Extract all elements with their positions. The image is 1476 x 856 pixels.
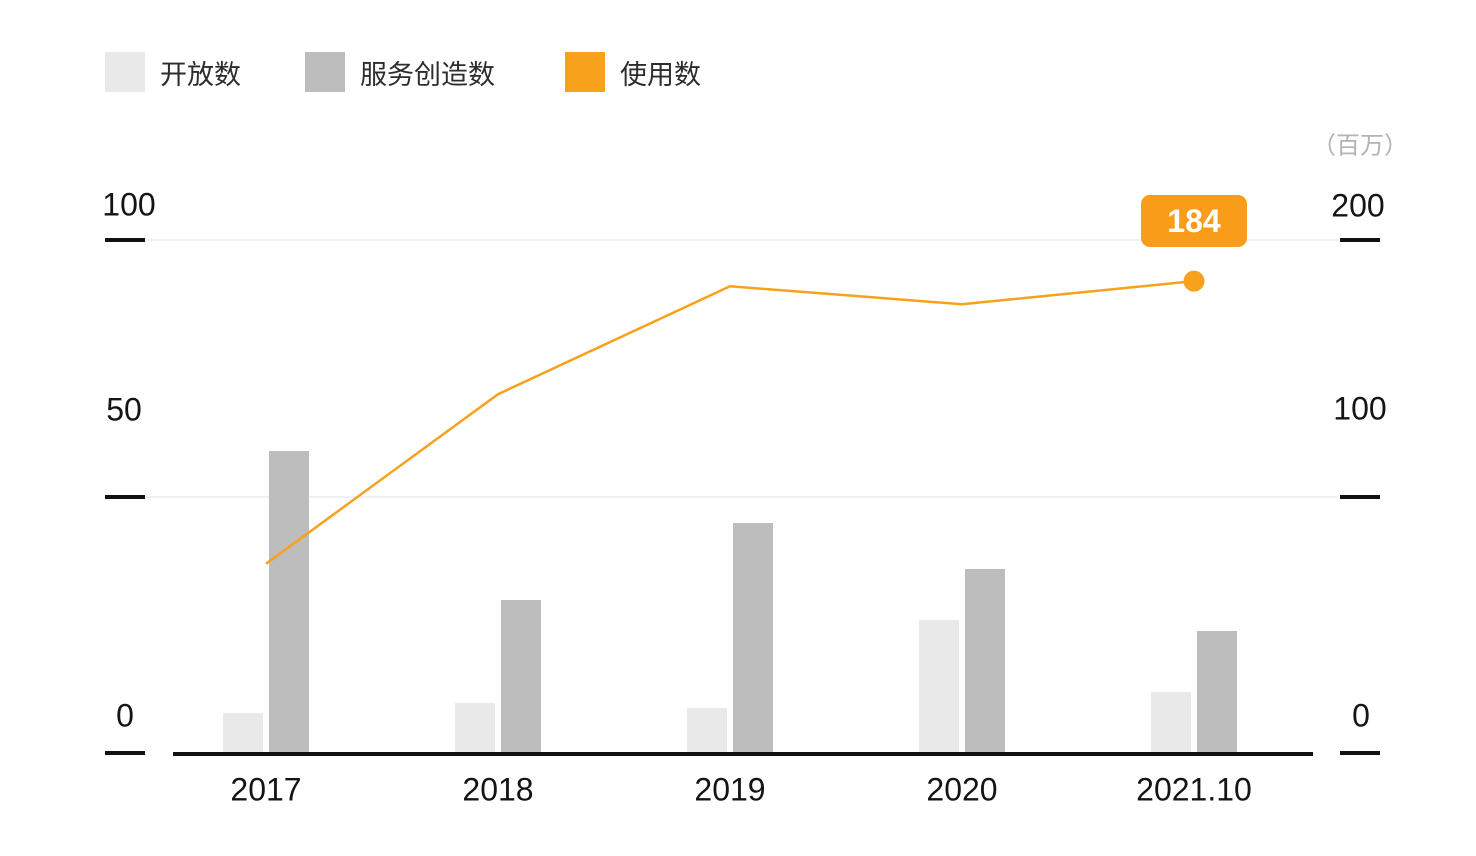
y-axis-right-label-200: 200: [1331, 187, 1385, 224]
gridline-upper: [145, 239, 1338, 241]
bar-open-count-2018: [455, 703, 495, 754]
legend-label-open-count: 开放数: [160, 59, 241, 90]
legend-swatch-usage-count: [565, 52, 605, 92]
y-axis-right-label-100: 100: [1333, 390, 1387, 427]
left-axis-tick-100: [105, 238, 145, 242]
y-axis-left-label-50: 50: [106, 391, 142, 428]
x-label-2020: 2020: [926, 771, 998, 808]
legend-item-usage-count[interactable]: 使用数: [565, 52, 701, 92]
x-label-2019: 2019: [694, 771, 766, 808]
x-label-2021-10: 2021.10: [1136, 771, 1252, 808]
y-axis-left-label-100: 100: [102, 186, 156, 223]
bar-open-count-2020: [919, 620, 959, 754]
right-axis-tick-0: [1340, 751, 1380, 755]
gridline-middle: [145, 496, 1338, 498]
x-axis-line: [173, 752, 1313, 756]
legend-item-service-created-count[interactable]: 服务创造数: [305, 52, 495, 92]
bar-service-created-count-2019: [733, 523, 773, 754]
x-label-2017: 2017: [230, 771, 302, 808]
legend-swatch-open-count: [105, 52, 145, 92]
bar-service-created-count-2021.10: [1197, 631, 1237, 754]
bar-open-count-2019: [687, 708, 727, 754]
bar-open-count-2021.10: [1151, 692, 1191, 754]
legend-label-usage-count: 使用数: [620, 59, 701, 90]
left-axis-tick-50: [105, 495, 145, 499]
bar-open-count-2017: [223, 713, 263, 754]
legend-item-open-count[interactable]: 开放数: [105, 52, 241, 92]
legend-label-service-created-count: 服务创造数: [360, 59, 495, 90]
line-end-point: [1183, 270, 1205, 292]
y-axis-right-label-0: 0: [1352, 697, 1370, 734]
y-axis-left-label-0: 0: [116, 697, 134, 734]
line-usage-count: [265, 279, 1195, 565]
legend-swatch-service-created-count: [305, 52, 345, 92]
bar-service-created-count-2017: [269, 451, 309, 754]
bar-service-created-count-2020: [965, 569, 1005, 754]
right-axis-tick-200: [1340, 238, 1380, 242]
x-label-2018: 2018: [462, 771, 534, 808]
left-axis-tick-0: [105, 751, 145, 755]
annotation-badge-184: 184: [1141, 195, 1247, 248]
annotation-value: 184: [1167, 202, 1221, 239]
right-axis-unit-label: （百万）: [1312, 132, 1408, 160]
right-axis-tick-100: [1340, 495, 1380, 499]
bar-service-created-count-2018: [501, 600, 541, 754]
